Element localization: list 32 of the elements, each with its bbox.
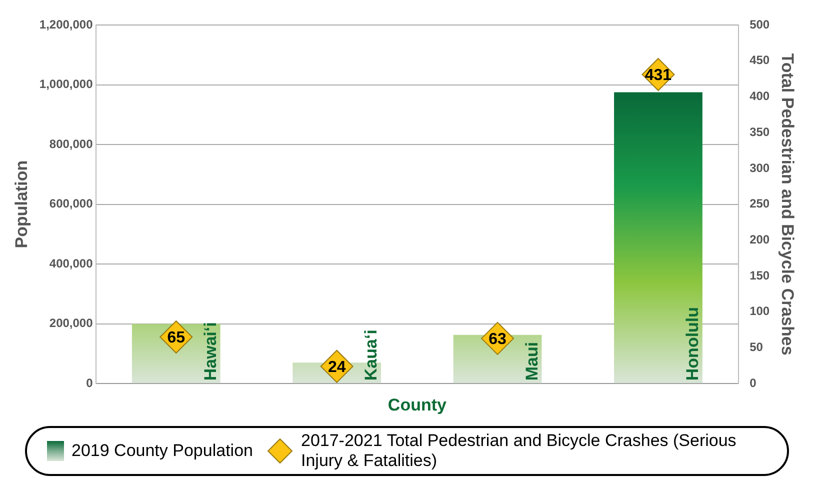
data-label: 63 — [488, 330, 507, 348]
x-tick-label: Honolulu — [683, 306, 702, 381]
y2-tick-label: 200 — [750, 232, 770, 246]
y2-tick-label: 100 — [750, 304, 770, 318]
bar — [614, 92, 702, 384]
data-label: 24 — [328, 358, 346, 376]
y2-tick-label: 500 — [750, 17, 770, 32]
y-tick-label: 1,200,000 — [39, 17, 94, 32]
y-tick-label: 600,000 — [49, 196, 94, 211]
y2-axis-title: Total Pedestrian and Bicycle Crashes — [778, 53, 798, 356]
legend-label: 2017-2021 Total Pedestrian and Bicycle Crashes (Serious Injury & Fatalities) — [300, 431, 738, 471]
y-tick-label: 200,000 — [49, 316, 94, 330]
data-label: 65 — [167, 329, 186, 346]
y2-tick-label: 150 — [750, 268, 770, 282]
y2-tick-label: 350 — [750, 124, 770, 139]
y2-tick-label: 50 — [750, 340, 764, 354]
legend-label: 2019 County Population — [72, 441, 253, 461]
y2-tick-label: 300 — [750, 160, 770, 175]
data-label: 431 — [644, 66, 672, 84]
y-tick-label: 0 — [86, 376, 94, 390]
x-tick-label: Kaua‘i — [362, 330, 381, 381]
y2-tick-label: 400 — [750, 89, 770, 104]
y-tick-label: 1,000,000 — [39, 77, 94, 92]
x-tick-label: Maui — [522, 342, 542, 381]
y-axis-title: Population — [12, 160, 31, 248]
y2-tick-label: 0 — [750, 376, 757, 390]
y-tick-label: 400,000 — [49, 256, 94, 270]
x-axis-title: County — [388, 395, 447, 414]
y2-tick-label: 250 — [750, 196, 770, 211]
y-tick-label: 800,000 — [49, 136, 94, 151]
x-tick-label: Hawai‘i — [201, 322, 220, 381]
y2-tick-label: 450 — [750, 53, 770, 68]
